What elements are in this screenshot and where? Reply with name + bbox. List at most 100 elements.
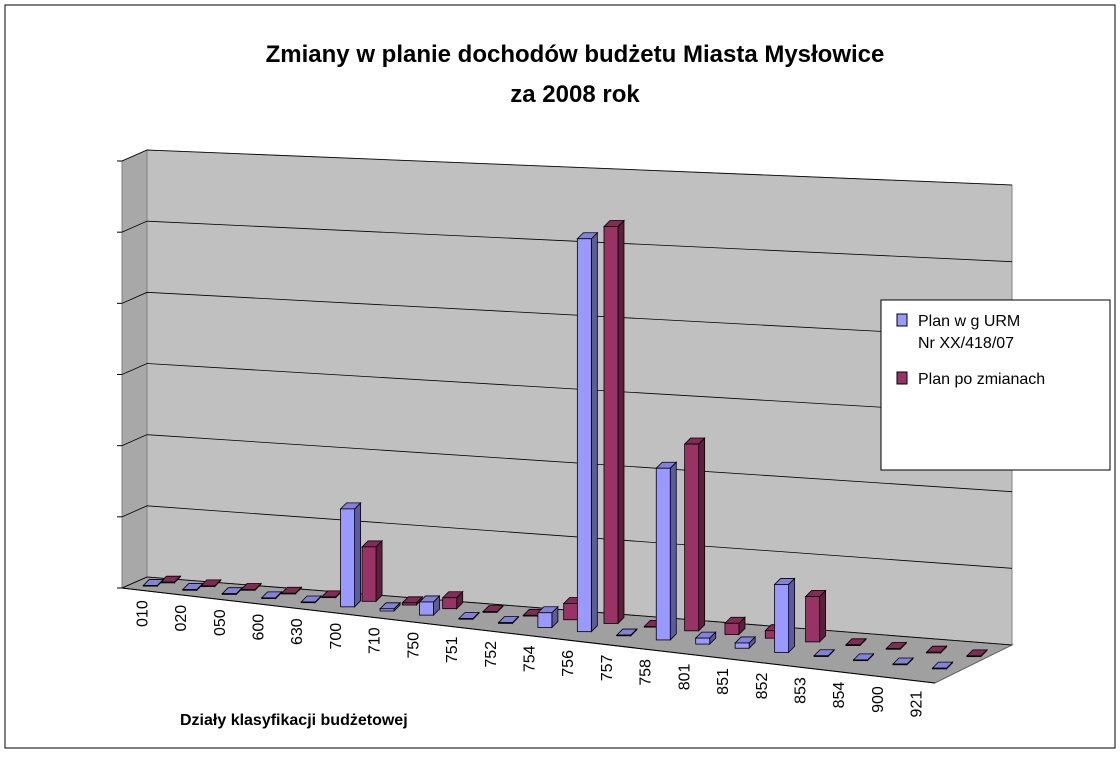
bar-front xyxy=(142,585,158,587)
bar-front xyxy=(442,597,458,610)
bar-side xyxy=(669,461,677,641)
bar-front xyxy=(684,443,700,632)
legend-swatch xyxy=(896,313,908,327)
bar-front xyxy=(885,648,901,650)
x-tick-label: 900 xyxy=(870,686,887,713)
bar xyxy=(401,595,424,606)
bar-front xyxy=(853,659,868,662)
bar-front xyxy=(616,634,632,637)
bar xyxy=(497,615,520,625)
bar xyxy=(181,582,204,592)
chart-title: Zmiany w planie dochodów budżetu Miasta … xyxy=(266,41,885,68)
bar-front xyxy=(280,592,296,595)
bar-front xyxy=(401,602,417,606)
bar-front xyxy=(361,546,377,602)
x-tick-label: 710 xyxy=(367,627,384,654)
bar xyxy=(379,601,402,612)
bar-front xyxy=(522,614,538,617)
bar xyxy=(441,590,464,610)
bar xyxy=(925,645,948,654)
bar xyxy=(536,605,559,629)
bar-front xyxy=(932,667,947,670)
bar xyxy=(458,611,480,621)
bar xyxy=(813,648,836,658)
bar-front xyxy=(892,663,908,666)
x-tick-label: 851 xyxy=(715,668,732,695)
bar-side xyxy=(698,437,706,632)
bar-front xyxy=(576,238,592,633)
x-tick-label: 020 xyxy=(173,605,190,632)
bar xyxy=(482,604,504,614)
x-tick-label: 630 xyxy=(289,618,306,645)
bar xyxy=(683,437,706,632)
bar xyxy=(885,641,908,651)
bar-front xyxy=(774,584,790,653)
grid-line xyxy=(121,505,1013,569)
bar xyxy=(339,501,362,608)
bar-front xyxy=(240,589,256,591)
bar-front xyxy=(734,642,750,649)
plot-area xyxy=(117,149,1014,684)
bar-side xyxy=(617,219,625,625)
bar-front xyxy=(926,651,941,654)
bar-front xyxy=(221,593,237,595)
bar xyxy=(221,586,244,596)
x-tick-label: 757 xyxy=(599,654,616,681)
bar-front xyxy=(160,581,175,584)
grid-line xyxy=(121,576,1013,646)
bar-front xyxy=(200,585,216,587)
legend xyxy=(880,299,1111,471)
x-axis xyxy=(121,587,936,684)
x-tick-label: 750 xyxy=(405,632,422,659)
bar xyxy=(723,616,746,636)
bar xyxy=(931,661,954,670)
bar xyxy=(300,595,323,604)
x-tick-label: 758 xyxy=(638,659,655,686)
bar-side xyxy=(819,589,827,643)
bar-front xyxy=(805,596,821,643)
bar-front xyxy=(482,611,498,613)
x-tick-label: 752 xyxy=(483,641,500,668)
bar-side xyxy=(354,501,361,608)
bar-front xyxy=(603,226,619,624)
x-tick-label: 852 xyxy=(754,673,771,700)
bar-side xyxy=(788,577,796,654)
x-tick-label: 751 xyxy=(444,636,461,663)
x-tick-label: 921 xyxy=(909,691,926,718)
bar xyxy=(159,575,182,584)
bar xyxy=(615,628,638,637)
legend-label: Plan w g URM Nr XX/418/07 xyxy=(918,313,1020,352)
bar-front xyxy=(695,637,711,645)
bar-front xyxy=(498,622,513,624)
bar-side xyxy=(590,231,598,633)
bar xyxy=(603,219,625,625)
grid-line xyxy=(121,291,1013,339)
bar xyxy=(773,577,796,654)
x-tick-label: 754 xyxy=(522,645,539,672)
x-tick-label: 050 xyxy=(212,609,229,636)
bar-front xyxy=(379,608,395,612)
bar xyxy=(199,578,222,588)
grid-line xyxy=(121,434,1013,493)
bar-front xyxy=(813,655,829,657)
bar xyxy=(418,594,441,617)
bar-front xyxy=(419,601,434,616)
bar-front xyxy=(537,612,553,628)
bar xyxy=(655,461,678,641)
bar-front xyxy=(845,644,861,646)
x-tick-label: 010 xyxy=(134,600,151,627)
bar-front xyxy=(182,589,198,591)
bar-front xyxy=(655,467,671,641)
bar-side xyxy=(375,539,383,603)
bar xyxy=(694,631,717,646)
bar-front xyxy=(724,622,740,635)
bar xyxy=(576,231,599,633)
x-axis-title: Działy klasyfikacji budżetowej xyxy=(180,712,408,729)
x-tick-label: 854 xyxy=(831,682,848,709)
bar xyxy=(965,648,988,658)
x-tick-label: 853 xyxy=(793,677,810,704)
grid-line xyxy=(121,363,1013,416)
bar-front xyxy=(321,596,337,599)
bar-front xyxy=(300,601,316,604)
